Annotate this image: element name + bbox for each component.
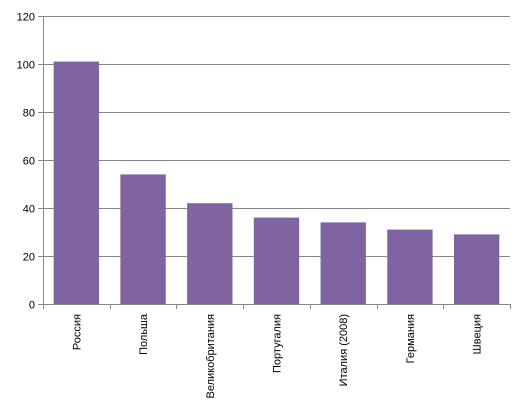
bar [120, 174, 166, 304]
y-tick-label: 40 [23, 204, 35, 216]
y-tick-label: 0 [29, 300, 35, 312]
x-category-label: Великобритания [205, 314, 217, 399]
x-category-label: Польша [138, 313, 150, 355]
y-tick-label: 20 [23, 252, 35, 264]
x-category-label: Италия (2008) [338, 314, 350, 386]
bar [320, 222, 366, 304]
y-tick-label: 80 [23, 108, 35, 120]
y-tick-label: 100 [17, 60, 35, 72]
y-tick-labels: 0 20 40 60 80 100 120 [17, 12, 35, 312]
x-category-label: Россия [71, 314, 83, 350]
bar [387, 229, 433, 304]
bars [53, 61, 500, 304]
x-category-label: Португалия [272, 314, 284, 373]
bar [453, 234, 500, 304]
bar [187, 203, 233, 304]
axes [38, 16, 511, 309]
x-category-labels: Россия Польша Великобритания Португалия Итал… [71, 313, 483, 398]
x-category-label: Германия [405, 314, 417, 363]
y-tick-label: 120 [17, 12, 35, 24]
bar [53, 61, 100, 304]
bar [253, 217, 300, 304]
y-tick-label: 60 [23, 156, 35, 168]
x-category-label: Швеция [472, 314, 484, 354]
